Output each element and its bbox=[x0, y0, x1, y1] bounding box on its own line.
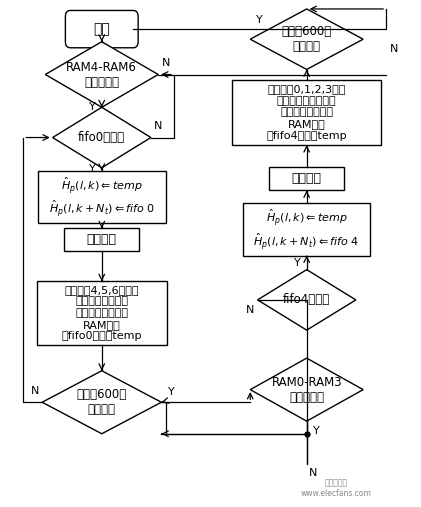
Text: Y: Y bbox=[168, 387, 175, 397]
Text: $\hat{H}_p(l,k) \Leftarrow temp$
$\hat{H}_p(l,k+N_t) \Leftarrow fifo\ 0$: $\hat{H}_p(l,k) \Leftarrow temp$ $\hat{H… bbox=[48, 175, 155, 220]
Text: N: N bbox=[162, 58, 170, 68]
Text: 开始: 开始 bbox=[93, 22, 110, 36]
Text: N: N bbox=[154, 122, 163, 131]
Text: Y: Y bbox=[89, 164, 96, 174]
Text: N: N bbox=[246, 305, 254, 315]
Text: N: N bbox=[30, 386, 39, 396]
Text: Y: Y bbox=[294, 258, 301, 268]
Polygon shape bbox=[250, 358, 363, 421]
Text: $\hat{H}_p(l,k) \Leftarrow temp$
$\hat{H}_p(l,k+N_t) \Leftarrow fifo\ 4$: $\hat{H}_p(l,k) \Leftarrow temp$ $\hat{H… bbox=[253, 207, 360, 251]
Text: 电子发烧友
www.elecfans.com: 电子发烧友 www.elecfans.com bbox=[301, 478, 371, 498]
Text: Y: Y bbox=[256, 15, 263, 25]
Text: fifo4有效？: fifo4有效？ bbox=[283, 294, 330, 306]
Text: Y: Y bbox=[89, 102, 96, 112]
Bar bbox=[269, 167, 344, 191]
Text: 移位计算: 移位计算 bbox=[292, 172, 322, 186]
Bar bbox=[37, 281, 167, 345]
Polygon shape bbox=[45, 42, 158, 107]
Text: 计算符号0,1,2,3中当
前子载波位置信道参
数，并映射到相应
RAM中。
将fifo4存储到temp: 计算符号0,1,2,3中当 前子载波位置信道参 数，并映射到相应 RAM中。 将… bbox=[266, 84, 347, 140]
Polygon shape bbox=[53, 107, 151, 168]
Polygon shape bbox=[250, 9, 363, 69]
Text: N: N bbox=[309, 468, 317, 478]
Text: Y: Y bbox=[312, 426, 319, 436]
Bar bbox=[38, 171, 165, 223]
Text: 插值完600个
子载波？: 插值完600个 子载波？ bbox=[77, 388, 127, 416]
Text: RAM4-RAM6
输出完毕？: RAM4-RAM6 输出完毕？ bbox=[67, 60, 137, 89]
Text: RAM0-RAM3
输出完毕？: RAM0-RAM3 输出完毕？ bbox=[272, 376, 342, 404]
FancyBboxPatch shape bbox=[65, 11, 138, 48]
Text: 计算符号4,5,6中当前
子载波位置信道参
数，并映射到相应
RAM中。
将fifo0存储到temp: 计算符号4,5,6中当前 子载波位置信道参 数，并映射到相应 RAM中。 将fi… bbox=[61, 285, 142, 341]
Bar bbox=[232, 80, 381, 145]
Text: 移位计算: 移位计算 bbox=[87, 233, 117, 246]
Bar bbox=[243, 203, 370, 256]
Polygon shape bbox=[258, 270, 356, 330]
Text: fifo0有效？: fifo0有效？ bbox=[78, 131, 125, 144]
Polygon shape bbox=[42, 371, 161, 434]
Bar bbox=[64, 228, 139, 251]
Text: 插值完600个
子载波？: 插值完600个 子载波？ bbox=[282, 25, 332, 53]
Text: N: N bbox=[389, 44, 398, 54]
